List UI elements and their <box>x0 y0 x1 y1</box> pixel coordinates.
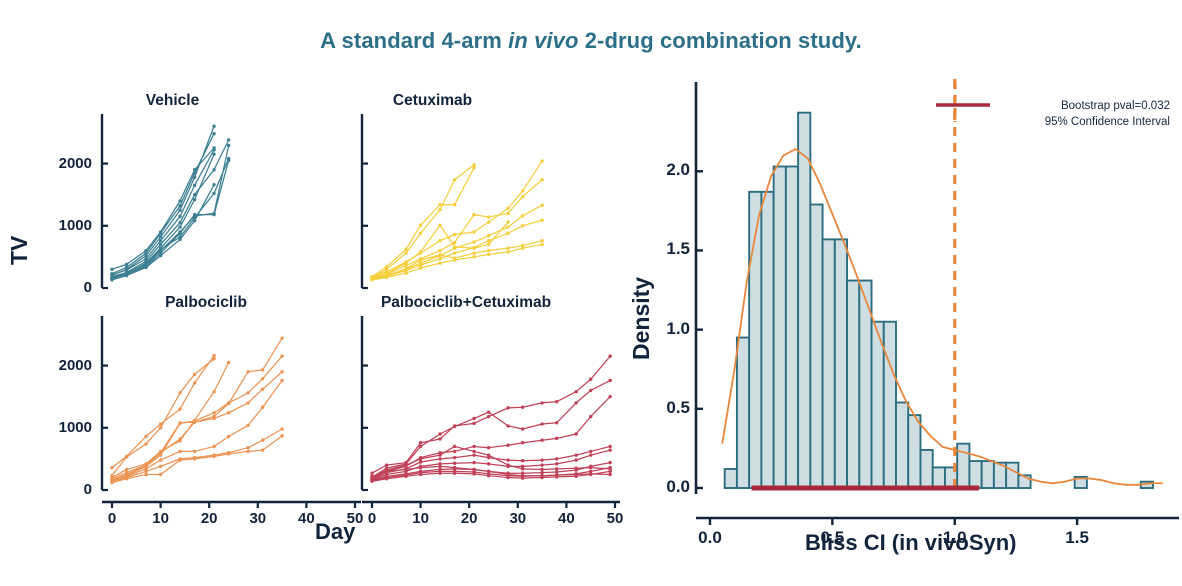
histogram-bar <box>907 414 922 489</box>
bliss-ci-axis-label: Bliss CI (in vivoSyn) <box>805 530 1017 555</box>
axis-tick-label: 40 <box>298 510 315 527</box>
axis-tick-label: 20 <box>200 510 218 527</box>
histogram-bar <box>809 203 824 489</box>
axis-tick-label: 0 <box>83 279 92 296</box>
legend-bootstrap-pval: Bootstrap pval=0.032 <box>1060 100 1170 112</box>
histogram-bar <box>772 165 787 489</box>
histogram-bar <box>1073 475 1088 489</box>
histogram-bar <box>735 336 751 489</box>
axis-tick-label: 0.5 <box>820 528 845 547</box>
figure-title-pre: A standard 4-arm <box>320 28 509 53</box>
axis-tick-label: 1000 <box>58 216 92 234</box>
axis-tick-label: 0.0 <box>698 528 722 547</box>
figure-title-post: 2-drug combination study. <box>578 28 862 53</box>
axis-tick-label: 30 <box>249 510 267 527</box>
axis-tick-label: 2000 <box>58 356 92 374</box>
axis-tick-label: 50 <box>606 510 624 527</box>
figure-title-italic: in vivo <box>508 28 579 53</box>
histogram-bar <box>833 238 849 489</box>
axis-tick-label: 50 <box>346 510 364 527</box>
axis-tick-label: 1.0 <box>942 528 967 547</box>
tv-axis-label: TV <box>6 235 32 265</box>
axis-tick-label: 2000 <box>58 154 92 172</box>
axis-tick-label: 30 <box>509 510 527 527</box>
axis-tick-label: 40 <box>558 510 575 527</box>
axis-tick-label: 2.0 <box>666 160 690 180</box>
axis-tick-label: 0 <box>83 481 92 498</box>
histogram-bar <box>931 466 946 489</box>
subplot-title-cetuximab: Cetuximab <box>392 92 473 109</box>
subplot-title-palbociclib: Palbociclib <box>165 294 247 311</box>
axis-tick-label: 1.0 <box>666 318 690 338</box>
histogram-bar <box>784 165 800 489</box>
histogram-bar <box>821 238 836 489</box>
axis-tick-label: 1000 <box>58 418 92 436</box>
axis-tick-label: 0 <box>367 510 377 527</box>
histogram-bar <box>968 460 983 489</box>
histogram-bar <box>980 460 995 489</box>
axis-tick-label: 0 <box>107 510 117 527</box>
subplot-title-vehicle: Vehicle <box>145 92 200 109</box>
axis-tick-label: 1.5 <box>1065 528 1089 547</box>
figure-title: A standard 4-arm in vivo 2-drug combinat… <box>0 28 1182 54</box>
axis-tick-label: 0.0 <box>666 477 690 496</box>
histogram-bar <box>882 320 897 489</box>
axis-tick-label: 1.5 <box>666 239 690 259</box>
histogram-bar <box>919 449 934 489</box>
tumor-volume-panel <box>0 72 620 572</box>
day-axis-label: Day <box>315 519 356 544</box>
histogram-bar <box>797 111 812 489</box>
axis-tick-label: 10 <box>412 510 429 527</box>
histogram-bar <box>870 320 885 489</box>
axis-tick-label: 20 <box>460 510 478 527</box>
histogram-bar <box>895 401 910 489</box>
axis-tick-label: 0.5 <box>666 397 690 417</box>
histogram-bar <box>760 190 775 489</box>
bliss-ci-svg <box>694 72 1179 525</box>
histogram-bar <box>1005 461 1020 489</box>
subplot-title-combination: Palbociclib+Cetuximab <box>380 294 552 311</box>
kde-curve <box>721 148 1163 486</box>
axis-tick-label: 10 <box>152 510 169 527</box>
tumor-volume-svg <box>100 114 620 508</box>
bliss-ci-panel <box>600 60 1182 586</box>
legend-confidence-interval: 95% Confidence Interval <box>1044 116 1170 128</box>
histogram-bar <box>846 279 861 489</box>
histogram-bar <box>723 468 738 489</box>
